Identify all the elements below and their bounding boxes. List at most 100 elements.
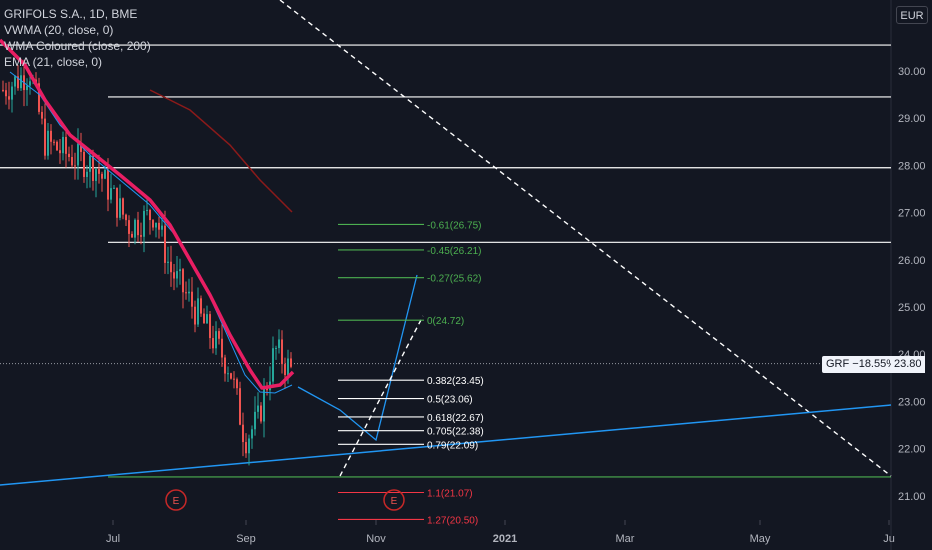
candle-body [194, 306, 196, 325]
x-tick-label: Sep [236, 533, 256, 545]
candle-body [290, 358, 292, 367]
legend-vwma: VWMA (20, close, 0) [4, 23, 114, 37]
candle-body [230, 373, 232, 379]
fib-level-label: -0.61(26.75) [427, 220, 481, 231]
candle-body [11, 86, 13, 100]
y-tick-label: 22.00 [898, 444, 926, 456]
candle-body [5, 90, 7, 97]
candle-body [239, 388, 241, 425]
earnings-marker [383, 489, 405, 511]
y-tick-label: 29.00 [898, 113, 926, 125]
candle-body [86, 171, 88, 177]
candle-body [44, 118, 46, 156]
candle-body [77, 143, 79, 166]
candle-body [221, 338, 223, 358]
x-tick-label: Jul [106, 533, 120, 545]
candle-body [167, 261, 169, 263]
candle-body [104, 169, 106, 179]
candle-body [50, 130, 52, 142]
candle-body [125, 214, 127, 221]
trendlines [0, 0, 892, 486]
currency-button[interactable]: EUR [896, 6, 928, 24]
candle-body [152, 220, 154, 228]
y-tick-label: 27.00 [898, 208, 926, 220]
candle-body [203, 313, 205, 324]
fib-level-label: 1.27(20.50) [427, 515, 478, 526]
candle-body [242, 424, 244, 443]
candle-body [14, 76, 16, 87]
candle-body [128, 220, 130, 234]
rising-trendline [0, 404, 892, 486]
candle-body [215, 331, 217, 349]
candle-body [116, 187, 118, 218]
candle-body [29, 81, 31, 86]
candle-body [140, 235, 142, 237]
candle-body [20, 75, 22, 89]
candle-body [107, 169, 109, 200]
horizontal-levels [0, 44, 891, 478]
y-tick-label: 25.00 [898, 302, 926, 314]
candle-body [206, 314, 208, 324]
candle-body [281, 339, 283, 365]
x-axis: Jul Sep Nov 2021 Mar May Ju [106, 520, 895, 545]
fib-level-label: 0.618(22.67) [427, 413, 484, 424]
candle-body [92, 155, 94, 181]
candle-body [74, 165, 76, 167]
candle-body [254, 411, 256, 430]
candle-body [53, 141, 55, 143]
projection-dashed [339, 315, 424, 477]
candle-body [149, 209, 151, 221]
legend-title: GRIFOLS S.A., 1D, BME [4, 7, 138, 21]
candle-body [170, 261, 172, 273]
candle-body [245, 442, 247, 454]
candle-body [182, 269, 184, 293]
fib-level-label: 0.79(22.09) [427, 440, 478, 451]
candle-body [98, 169, 100, 174]
candle-body [155, 222, 157, 228]
candle-body [275, 347, 277, 349]
moving-averages [0, 38, 295, 394]
candle-body [164, 225, 166, 263]
candle-body [200, 298, 202, 314]
fib-level-label: -0.45(26.21) [427, 246, 481, 257]
x-tick-label: May [750, 533, 771, 545]
candle-body [158, 222, 160, 230]
candle-body [260, 405, 262, 422]
candle-body [71, 157, 73, 166]
candle-body [41, 111, 43, 119]
candle-body [8, 96, 10, 100]
candle-body [62, 136, 64, 154]
candle-body [185, 292, 187, 294]
candle-body [248, 438, 250, 454]
fib-level-label: 0(24.72) [427, 316, 464, 327]
candle-body [197, 298, 199, 325]
candle-body [131, 233, 133, 238]
y-tick-label: 28.00 [898, 160, 926, 172]
candle-body [59, 150, 61, 154]
fib-level-label: -0.27(25.62) [427, 274, 481, 285]
ema-line [0, 38, 295, 390]
y-tick-label: 21.00 [898, 491, 926, 503]
candle-body [227, 373, 229, 375]
candle-body [179, 269, 181, 272]
symbol-change-badge: GRF −18.55% [822, 356, 901, 373]
x-tick-label: Nov [366, 533, 386, 545]
candle-body [134, 219, 136, 238]
candle-body [101, 173, 103, 179]
candle-body [191, 291, 193, 307]
candle-body [80, 143, 82, 152]
candle-body [161, 225, 163, 230]
y-tick-label: 26.00 [898, 255, 926, 267]
candle-body [68, 153, 70, 158]
fib-level-label: 0.382(23.45) [427, 376, 484, 387]
candle-body [224, 357, 226, 374]
candle-body [218, 331, 220, 339]
candle-body [284, 364, 286, 376]
candle-body [137, 219, 139, 236]
candle-body [212, 338, 214, 349]
x-tick-label: Mar [616, 533, 635, 545]
candle-body [263, 387, 265, 422]
candle-body [110, 188, 112, 200]
